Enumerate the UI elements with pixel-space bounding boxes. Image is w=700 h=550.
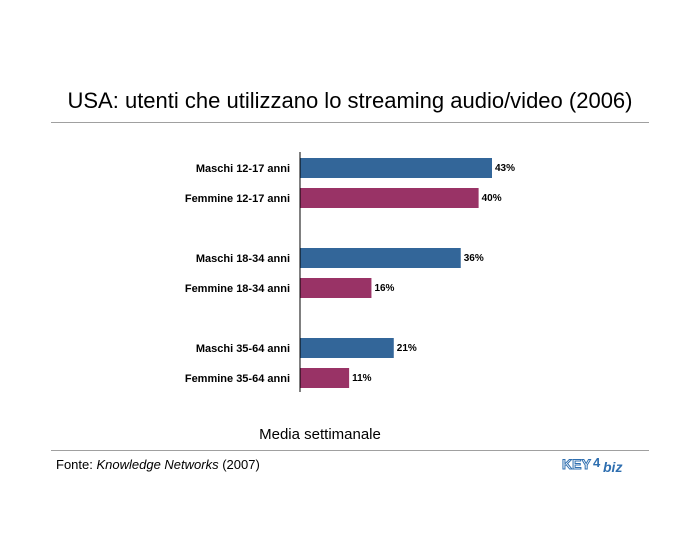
value-label: 16%: [374, 283, 394, 294]
category-label: Femmine 12-17 anni: [185, 193, 290, 205]
value-label: 36%: [464, 253, 484, 264]
footer-divider: [51, 450, 649, 451]
value-label: 11%: [352, 373, 372, 384]
logo-text-biz: biz: [603, 459, 622, 475]
value-label: 43%: [495, 163, 515, 174]
source-prefix: Fonte:: [56, 457, 97, 472]
logo-text-key: KEY: [562, 456, 591, 472]
source-note: Fonte: Knowledge Networks (2007): [56, 457, 260, 472]
bar-male: [300, 248, 461, 268]
bar-female: [300, 368, 350, 388]
bar-female: [300, 278, 372, 298]
bar-chart: Maschi 12-17 anni 43% Femmine 12-17 anni 40…: [185, 152, 515, 392]
value-label: 21%: [397, 343, 417, 354]
value-label: 40%: [482, 193, 502, 204]
category-label: Maschi 18-34 anni: [196, 253, 290, 265]
category-label: Femmine 35-64 anni: [185, 373, 290, 385]
x-axis-caption: Media settimanale: [259, 426, 381, 443]
key4biz-logo[interactable]: KEY 4 biz: [560, 454, 640, 478]
title-divider: [51, 122, 649, 123]
logo-digit: 4: [593, 455, 601, 470]
bar-female: [300, 188, 479, 208]
bar-male: [300, 158, 492, 178]
category-label: Femmine 18-34 anni: [185, 283, 290, 295]
chart-title: USA: utenti che utilizzano lo streaming …: [67, 88, 633, 113]
source-name: Knowledge Networks: [96, 457, 219, 472]
category-label: Maschi 35-64 anni: [196, 343, 290, 355]
source-year: (2007): [218, 457, 260, 472]
bar-male: [300, 338, 394, 358]
category-label: Maschi 12-17 anni: [196, 163, 290, 175]
